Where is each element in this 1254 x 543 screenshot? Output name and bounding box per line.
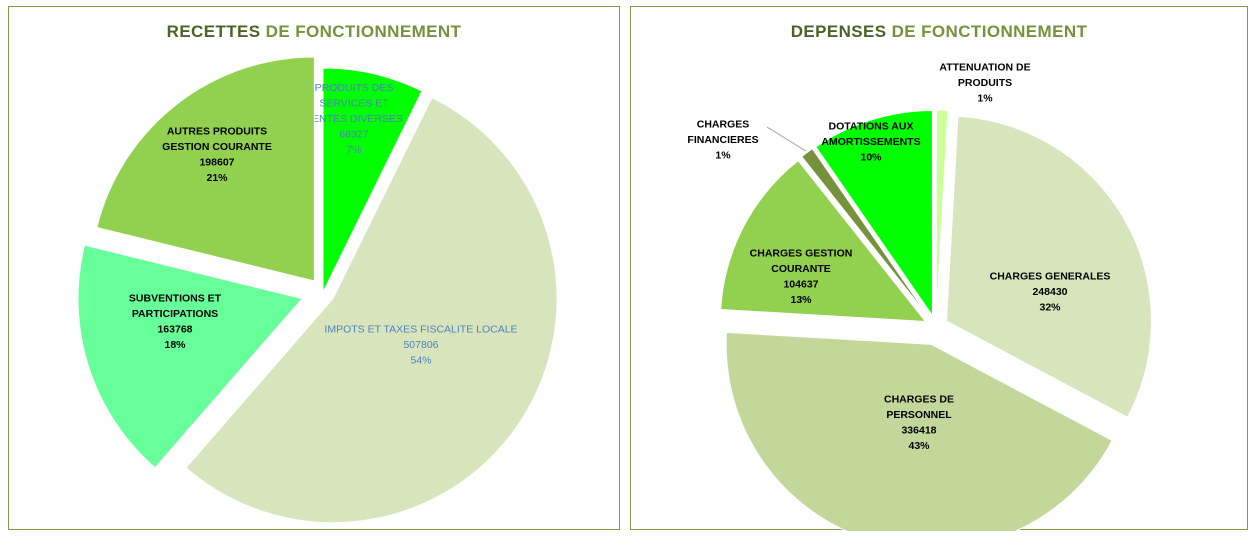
svg-text:104637: 104637 xyxy=(783,279,818,291)
svg-text:21%: 21% xyxy=(206,172,228,184)
svg-text:GESTION COURANTE: GESTION COURANTE xyxy=(162,141,272,153)
svg-text:163768: 163768 xyxy=(157,324,192,336)
chart-title: DEPENSES DE FONCTIONNEMENT xyxy=(631,22,1247,42)
depenses-pie-chart: ATTENUATION DE PRODUITS 1% CHARGES GENERALE… xyxy=(687,61,1152,531)
pie-slice-subventions-et-participations xyxy=(77,244,303,469)
data-label-autres-produits-gestion-courante: AUTRES PRODUITS GESTION COURANTE 198607 21% xyxy=(162,126,272,185)
svg-text:SERVICES ET: SERVICES ET xyxy=(319,97,389,109)
pie-slice-produits-des-services-et-ventes-diverses xyxy=(322,67,423,293)
pie-slice-autres-produits-gestion-courante xyxy=(96,56,315,282)
pie-slice-impots-et-taxes-fiscalite-locale xyxy=(185,97,558,524)
chart-title-part-2: DE FONCTIONNEMENT xyxy=(265,22,462,41)
pie-slice-charges-financieres xyxy=(801,147,930,318)
chart-title-part-1: DEPENSES xyxy=(790,22,887,41)
svg-text:336418: 336418 xyxy=(901,425,936,437)
svg-text:54%: 54% xyxy=(410,354,431,366)
data-label-subventions-et-participations: SUBVENTIONS ET PARTICIPATIONS 163768 18% xyxy=(129,293,222,352)
data-label-attenuation-de-produits: ATTENUATION DE PRODUITS 1% xyxy=(939,61,1030,104)
recettes-chart-panel: RECETTES DE FONCTIONNEMENT PRODUITS DES S… xyxy=(8,6,620,530)
data-label-charges-gestion-courante: CHARGES GESTION COURANTE 104637 13% xyxy=(750,248,853,307)
recettes-pie-chart: PRODUITS DES SERVICES ET VENTES DIVERSES 68… xyxy=(77,56,558,524)
svg-text:SUBVENTIONS ET: SUBVENTIONS ET xyxy=(129,293,222,305)
svg-text:PARTICIPATIONS: PARTICIPATIONS xyxy=(132,308,218,320)
pie-slice-dotations-aux-amortissements xyxy=(815,110,933,318)
svg-text:DOTATIONS AUX: DOTATIONS AUX xyxy=(829,120,914,132)
data-label-dotations-aux-amortissements: DOTATIONS AUX AMORTISSEMENTS 10% xyxy=(821,120,920,163)
svg-text:10%: 10% xyxy=(860,151,882,163)
svg-text:PRODUITS: PRODUITS xyxy=(958,77,1012,89)
data-label-impots-et-taxes-fiscalite-locale: IMPOTS ET TAXES FISCALITE LOCALE 507806 54… xyxy=(324,323,517,366)
svg-text:COURANTE: COURANTE xyxy=(771,263,831,275)
pie-slice-charges-generales xyxy=(945,115,1152,418)
chart-title: RECETTES DE FONCTIONNEMENT xyxy=(9,22,619,42)
svg-text:1%: 1% xyxy=(715,149,731,161)
svg-text:AMORTISSEMENTS: AMORTISSEMENTS xyxy=(821,136,920,148)
svg-text:248430: 248430 xyxy=(1032,286,1067,298)
data-label-produits-des-services-et-ventes-diverses: PRODUITS DES SERVICES ET VENTES DIVERSES 68… xyxy=(305,82,403,156)
pie-slice-attenuation-de-produits xyxy=(935,109,949,316)
svg-text:ATTENUATION DE: ATTENUATION DE xyxy=(939,61,1030,73)
svg-text:CHARGES GENERALES: CHARGES GENERALES xyxy=(990,270,1111,282)
svg-text:PERSONNEL: PERSONNEL xyxy=(886,409,952,421)
svg-text:VENTES DIVERSES: VENTES DIVERSES xyxy=(305,113,403,125)
chart-title-part-2: DE FONCTIONNEMENT xyxy=(891,22,1088,41)
svg-text:43%: 43% xyxy=(908,440,930,452)
svg-text:32%: 32% xyxy=(1039,301,1061,313)
svg-text:507806: 507806 xyxy=(403,339,438,351)
svg-text:13%: 13% xyxy=(790,294,812,306)
data-label-charges-financieres: CHARGES FINANCIERES 1% xyxy=(687,118,758,161)
data-label-charges-generales: CHARGES GENERALES 248430 32% xyxy=(990,270,1111,313)
svg-text:CHARGES: CHARGES xyxy=(697,118,750,130)
svg-text:FINANCIERES: FINANCIERES xyxy=(687,134,758,146)
svg-text:1%: 1% xyxy=(977,92,993,104)
svg-text:7%: 7% xyxy=(346,144,361,156)
pie-slice-charges-de-personnel xyxy=(725,331,1113,531)
svg-text:68327: 68327 xyxy=(339,128,368,140)
svg-text:CHARGES DE: CHARGES DE xyxy=(884,394,954,406)
svg-text:AUTRES PRODUITS: AUTRES PRODUITS xyxy=(167,126,267,138)
svg-text:PRODUITS DES: PRODUITS DES xyxy=(315,82,394,94)
pie-slice-charges-gestion-courante xyxy=(720,159,927,323)
svg-text:CHARGES GESTION: CHARGES GESTION xyxy=(750,248,853,260)
leader-line-charges-financieres xyxy=(766,126,807,152)
data-label-charges-de-personnel: CHARGES DE PERSONNEL 336418 43% xyxy=(884,394,954,453)
depenses-chart-panel: DEPENSES DE FONCTIONNEMENT ATTENUATION D… xyxy=(630,6,1248,531)
svg-text:IMPOTS ET TAXES FISCALITE LOCA: IMPOTS ET TAXES FISCALITE LOCALE xyxy=(324,323,517,335)
svg-text:18%: 18% xyxy=(164,339,186,351)
chart-title-part-1: RECETTES xyxy=(166,22,261,41)
svg-text:198607: 198607 xyxy=(199,157,234,169)
